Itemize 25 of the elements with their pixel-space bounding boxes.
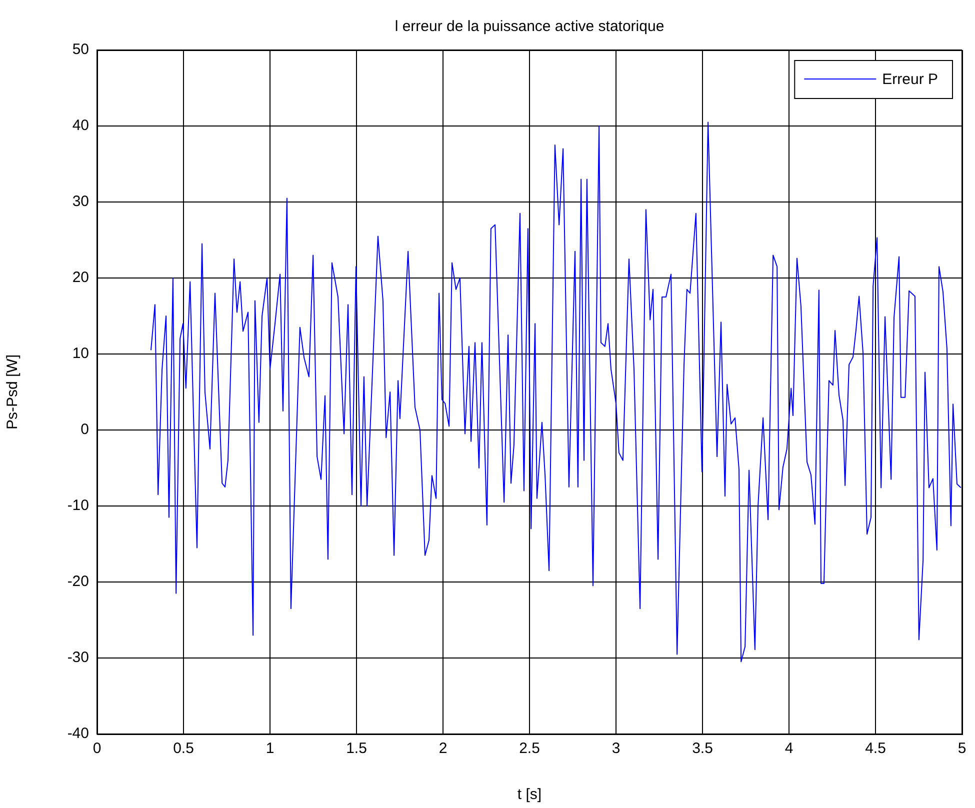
y-tick-label: 0 — [80, 421, 89, 438]
x-tick-label: 4.5 — [865, 740, 886, 758]
x-tick-label: 0.5 — [173, 740, 194, 758]
y-tick-label: -10 — [67, 497, 89, 514]
chart-title: l erreur de la puissance active statorique — [394, 18, 664, 35]
y-tick-label: -30 — [67, 649, 89, 666]
x-tick-label: 2.5 — [519, 740, 540, 758]
y-tick-label: -20 — [67, 573, 89, 590]
x-tick-label: 3.5 — [692, 740, 713, 758]
x-tick-label: 1.5 — [346, 740, 367, 758]
x-axis-title: t [s] — [517, 786, 542, 804]
y-tick-label: 10 — [72, 345, 89, 362]
y-axis-title: Ps-Psd [W] — [4, 354, 22, 430]
x-tick-label: 1 — [266, 740, 274, 758]
x-tick-label: 5 — [958, 740, 966, 758]
y-tick-label: -40 — [67, 725, 89, 742]
y-tick-label: 20 — [72, 269, 89, 286]
y-tick-label: 30 — [72, 193, 89, 210]
legend-label: Erreur P — [882, 71, 938, 88]
x-tick-label: 2 — [438, 740, 448, 758]
x-tick-label: 3 — [612, 740, 620, 758]
y-tick-label: 40 — [72, 117, 89, 134]
y-tick-label: 50 — [72, 41, 89, 58]
x-tick-label: 0 — [92, 740, 102, 758]
x-tick-label: 4 — [784, 740, 794, 758]
